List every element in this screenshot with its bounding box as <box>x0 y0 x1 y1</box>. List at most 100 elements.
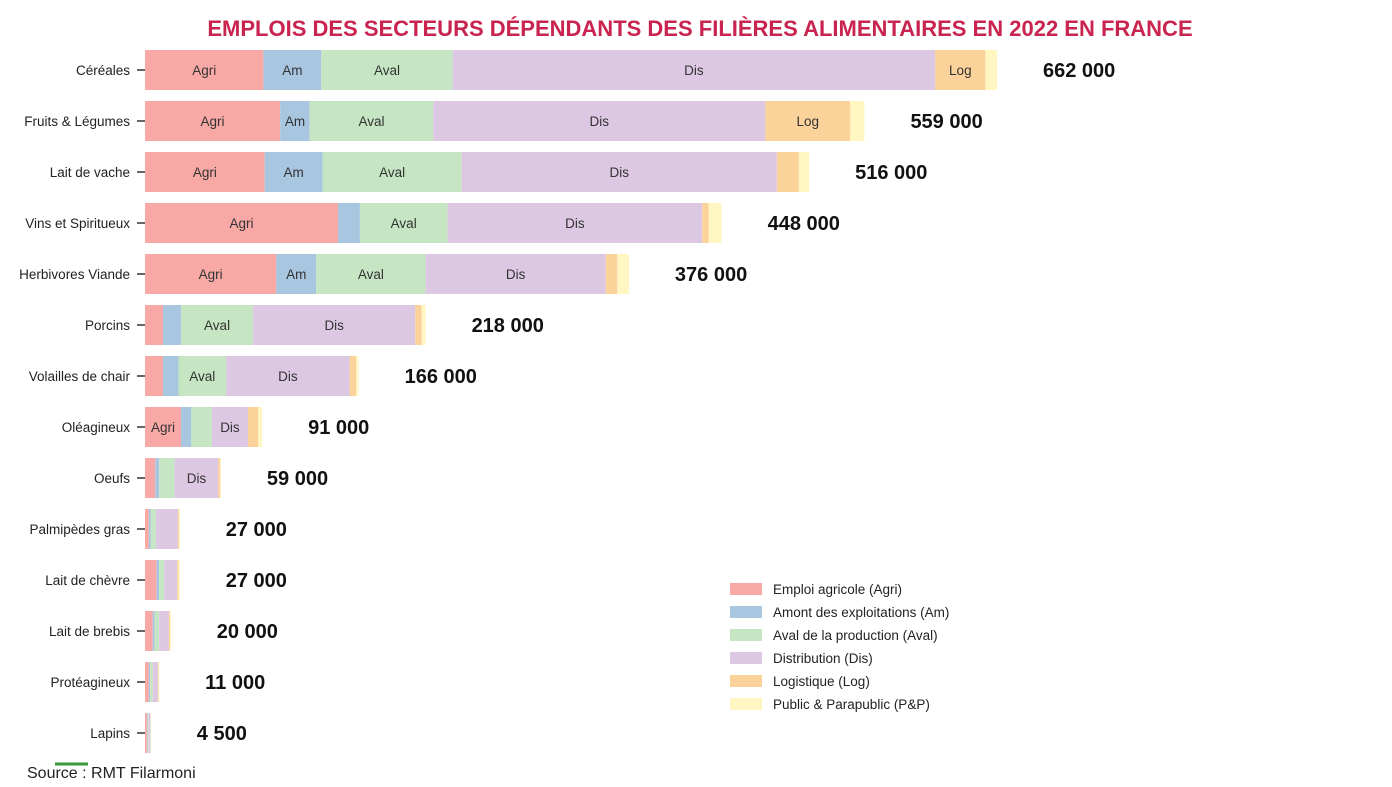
bar-segment <box>145 611 153 651</box>
legend-item: Logistique (Log) <box>730 674 870 689</box>
bar-segment <box>155 509 178 549</box>
category-label: Céréales <box>76 63 130 78</box>
segment-label: Dis <box>506 267 526 282</box>
bar-row: Lait de chèvre 27 000 <box>45 560 287 600</box>
bar-row: Lapins 4 500 <box>90 713 247 753</box>
total-label: 559 000 <box>910 111 982 133</box>
bar-segment <box>163 356 179 396</box>
bar-row: Oléagineux Agri Dis 91 000 <box>62 407 369 447</box>
segment-label: Dis <box>610 165 630 180</box>
total-label: 59 000 <box>267 468 328 490</box>
bar-segment <box>145 50 264 90</box>
bar-row: Oeufs Dis 59 000 <box>94 458 328 498</box>
bar-row: Céréales Agri Am Aval Dis Log 662 000 <box>76 50 1115 90</box>
total-label: 91 000 <box>308 417 369 439</box>
segment-label: Dis <box>590 114 610 129</box>
bar-segment <box>145 356 164 396</box>
bar-segment <box>850 101 865 141</box>
bar-segment <box>247 407 259 447</box>
bar-segment <box>935 50 986 90</box>
chart-title: EMPLOIS DES SECTEURS DÉPENDANTS DES FILI… <box>207 16 1192 41</box>
bar-segment <box>452 50 936 90</box>
segment-label: Log <box>949 63 972 78</box>
bar-segment <box>316 254 426 294</box>
bar-segment <box>433 101 766 141</box>
legend-label: Public & Parapublic (P&P) <box>773 697 930 712</box>
category-label: Oeufs <box>94 471 130 486</box>
segment-label: Am <box>284 165 304 180</box>
category-label: Lait de vache <box>50 165 130 180</box>
bar-segment <box>617 254 629 294</box>
segment-label: Agri <box>151 420 175 435</box>
segment-label: Dis <box>187 471 207 486</box>
legend-swatch <box>730 698 762 710</box>
bar-segment <box>145 407 182 447</box>
bar-segment <box>145 254 277 294</box>
bar-segment <box>159 458 175 498</box>
legend-label: Amont des exploitations (Am) <box>773 605 949 620</box>
bar-segment <box>163 305 182 345</box>
bar-segment <box>349 356 357 396</box>
bar-segment <box>415 305 422 345</box>
bar-segment <box>322 152 462 192</box>
total-label: 662 000 <box>1043 60 1115 82</box>
bar-segment <box>145 713 147 753</box>
bar-segment <box>159 611 169 651</box>
bar-segment <box>170 611 171 651</box>
bar-row: Herbivores Viande Agri Am Aval Dis 376 000 <box>19 254 747 294</box>
bar-segment <box>156 560 160 600</box>
legend-item: Emploi agricole (Agri) <box>730 582 902 597</box>
total-label: 376 000 <box>675 264 747 286</box>
category-label: Fruits & Légumes <box>24 114 130 129</box>
bar-segment <box>154 611 160 651</box>
bar-row: Protéagineux 11 000 <box>50 662 265 702</box>
legend-label: Aval de la production (Aval) <box>773 628 938 643</box>
bar-segment <box>276 254 317 294</box>
segment-label: Dis <box>278 369 298 384</box>
total-label: 448 000 <box>768 213 840 235</box>
source-note: Source : RMT Filarmoni <box>27 765 196 782</box>
bar-row: Lait de brebis 20 000 <box>49 611 278 651</box>
bar-row: Vins et Spiritueux Agri Aval Dis 448 000 <box>25 203 840 243</box>
category-label: Palmipèdes gras <box>29 522 130 537</box>
total-label: 4 500 <box>197 723 247 745</box>
bar-segment <box>178 560 180 600</box>
bar-segment <box>164 560 178 600</box>
bar-segment <box>985 50 997 90</box>
bar-segment <box>148 713 151 753</box>
legend-item: Public & Parapublic (P&P) <box>730 697 930 712</box>
segment-label: Dis <box>324 318 344 333</box>
bar-segment <box>263 50 322 90</box>
segment-label: Aval <box>391 216 417 231</box>
segment-label: Agri <box>230 216 254 231</box>
bar-segment <box>220 458 221 498</box>
legend: Emploi agricole (Agri) Amont des exploita… <box>730 582 949 712</box>
segment-label: Agri <box>192 63 216 78</box>
bar-segment <box>168 611 171 651</box>
bar-segment <box>447 203 703 243</box>
bar-segment <box>181 305 254 345</box>
segment-label: Agri <box>193 165 217 180</box>
total-label: 20 000 <box>217 621 278 643</box>
segment-label: Am <box>286 267 306 282</box>
bar-row: Porcins Aval Dis 218 000 <box>85 305 544 345</box>
segment-label: Am <box>285 114 305 129</box>
legend-item: Amont des exploitations (Am) <box>730 605 949 620</box>
total-label: 27 000 <box>226 570 287 592</box>
bar-row: Fruits & Légumes Agri Am Aval Dis Log 559 000 <box>24 101 983 141</box>
bar-segment <box>150 509 156 549</box>
bar-segment <box>145 203 339 243</box>
bar-segment <box>145 101 281 141</box>
total-label: 11 000 <box>205 672 265 694</box>
bar-segment <box>152 662 158 702</box>
bar-segment <box>356 356 359 396</box>
bar-segment <box>461 152 777 192</box>
category-label: Vins et Spiritueux <box>25 216 130 231</box>
category-label: Protéagineux <box>50 675 130 690</box>
segment-label: Dis <box>565 216 585 231</box>
bar-segment <box>150 662 153 702</box>
bar-segment <box>148 662 151 702</box>
category-label: Oléagineux <box>62 420 131 435</box>
legend-swatch <box>730 606 762 618</box>
bar-segment <box>177 509 180 549</box>
